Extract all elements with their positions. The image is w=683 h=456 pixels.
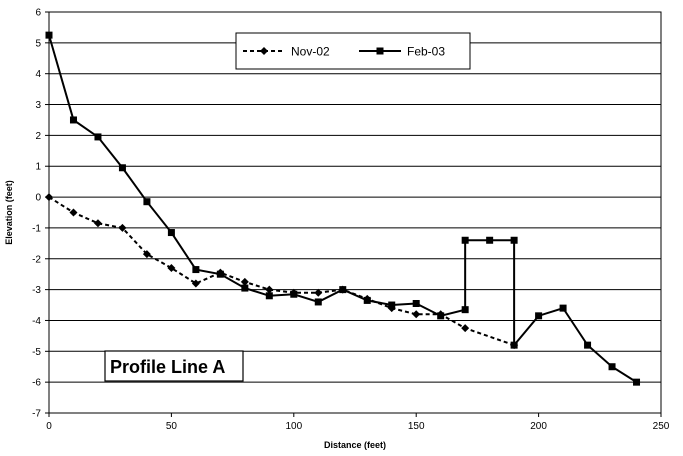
data-point xyxy=(412,299,420,307)
data-point xyxy=(118,164,126,172)
legend-label-nov-02: Nov-02 xyxy=(291,45,330,59)
data-point xyxy=(94,133,102,141)
y-tick-label: 6 xyxy=(35,8,41,19)
legend-entries: Nov-02 Feb-03 xyxy=(243,45,445,59)
x-axis-title: Distance (feet) xyxy=(324,440,386,450)
data-point xyxy=(363,296,371,304)
y-tick-label: -3 xyxy=(32,285,41,296)
series-line xyxy=(48,196,515,347)
data-point xyxy=(45,193,53,202)
data-point xyxy=(535,312,543,320)
data-point xyxy=(167,264,176,273)
data-point xyxy=(240,277,249,286)
y-tick-label: -7 xyxy=(32,409,41,420)
data-point xyxy=(559,304,567,312)
legend: Nov-02 Feb-03 xyxy=(235,32,471,70)
data-point xyxy=(314,298,322,306)
y-tick-label: 2 xyxy=(35,131,41,142)
data-point xyxy=(486,236,494,244)
x-tick-label: 0 xyxy=(46,421,52,432)
y-tick-label: 1 xyxy=(35,162,41,173)
data-point xyxy=(93,219,102,228)
x-tick-label: 150 xyxy=(408,421,425,432)
data-point xyxy=(608,363,616,371)
annotation-text: Profile Line A xyxy=(110,357,225,377)
data-point xyxy=(265,285,274,294)
data-point xyxy=(118,223,127,232)
data-point xyxy=(461,236,469,244)
data-point xyxy=(167,229,175,237)
x-tick-label: 200 xyxy=(530,421,547,432)
data-point xyxy=(241,284,249,292)
y-tick-label: 5 xyxy=(35,38,41,49)
data-point xyxy=(192,266,200,274)
data-point xyxy=(510,341,518,349)
data-point xyxy=(339,286,347,294)
data-point xyxy=(461,306,469,314)
data-point xyxy=(412,310,421,319)
data-point xyxy=(216,270,224,278)
data-point xyxy=(265,292,273,300)
data-point xyxy=(437,312,445,320)
axis-ticks: 6 5 4 3 2 1 0 -1 -2 -3 -4 -5 -6 -7 0 50 100 150 200 250 xyxy=(32,8,670,433)
data-point xyxy=(314,288,323,297)
data-point xyxy=(633,378,641,386)
data-point xyxy=(461,324,470,333)
plot-area xyxy=(48,11,662,414)
legend-marker-nov-02 xyxy=(260,47,268,55)
series-line xyxy=(48,34,638,383)
x-tick-label: 100 xyxy=(285,421,302,432)
x-tick-label: 250 xyxy=(653,421,670,432)
data-point xyxy=(69,116,77,124)
y-tick-label: 0 xyxy=(35,193,41,204)
series-feb-03 xyxy=(45,31,641,386)
data-point xyxy=(143,198,151,206)
legend-box xyxy=(235,32,471,70)
y-tick-label: -1 xyxy=(32,223,41,234)
data-point xyxy=(45,31,53,39)
y-tick-label: -6 xyxy=(32,378,41,389)
legend-marker-feb-03 xyxy=(376,47,384,55)
x-tick-label: 50 xyxy=(166,421,178,432)
data-point xyxy=(510,236,518,244)
data-point xyxy=(69,208,78,217)
data-point xyxy=(191,279,200,288)
series-nov-02 xyxy=(45,193,519,350)
y-axis-title: Elevation (feet) xyxy=(4,180,14,245)
profile-annotation: Profile Line A xyxy=(104,350,244,382)
y-tick-label: -5 xyxy=(32,347,41,358)
data-point xyxy=(388,301,396,309)
data-point xyxy=(290,290,298,298)
y-tick-label: -4 xyxy=(32,316,41,327)
series-group xyxy=(45,31,641,386)
annotation-box xyxy=(104,350,244,382)
y-tick-label: -2 xyxy=(32,254,41,265)
legend-label-feb-03: Feb-03 xyxy=(407,45,445,59)
y-tick-label: 3 xyxy=(35,100,41,111)
y-tick-label: 4 xyxy=(35,69,41,80)
data-point xyxy=(584,341,592,349)
data-point xyxy=(142,250,151,259)
